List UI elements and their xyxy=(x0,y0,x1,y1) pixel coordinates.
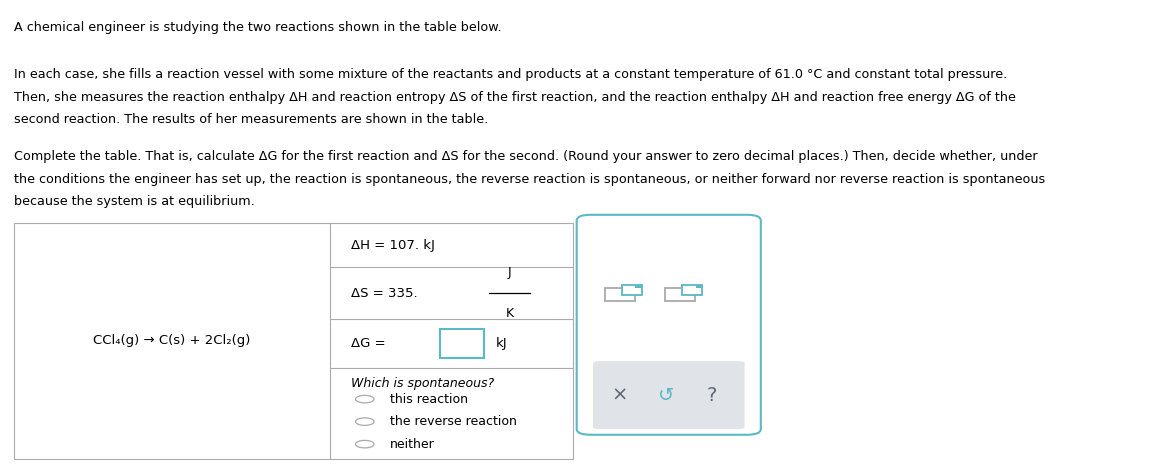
FancyBboxPatch shape xyxy=(577,215,761,435)
Text: Then, she measures the reaction enthalpy ΔH and reaction entropy ΔS of the first: Then, she measures the reaction enthalpy… xyxy=(14,91,1016,104)
FancyBboxPatch shape xyxy=(593,361,745,429)
Text: ↺: ↺ xyxy=(658,386,674,405)
Text: Which is spontaneous?: Which is spontaneous? xyxy=(351,377,494,390)
Text: Complete the table. That is, calculate ΔG for the first reaction and ΔS for the : Complete the table. That is, calculate Δ… xyxy=(14,150,1038,163)
Bar xyxy=(604,288,635,301)
Bar xyxy=(665,288,695,301)
Text: ΔH = 107. kJ: ΔH = 107. kJ xyxy=(351,239,434,251)
Text: neither: neither xyxy=(390,438,435,451)
Text: second reaction. The results of her measurements are shown in the table.: second reaction. The results of her meas… xyxy=(14,113,489,126)
Text: A chemical engineer is studying the two reactions shown in the table below.: A chemical engineer is studying the two … xyxy=(14,21,501,34)
Text: ?: ? xyxy=(708,386,717,405)
Bar xyxy=(696,285,702,287)
Text: In each case, she fills a reaction vessel with some mixture of the reactants and: In each case, she fills a reaction vesse… xyxy=(14,68,1007,81)
Text: this reaction: this reaction xyxy=(390,393,468,406)
Bar xyxy=(622,285,642,295)
Text: because the system is at equilibrium.: because the system is at equilibrium. xyxy=(14,195,255,208)
Bar xyxy=(14,223,573,459)
Text: the conditions the engineer has set up, the reaction is spontaneous, the reverse: the conditions the engineer has set up, … xyxy=(14,173,1046,186)
Text: K: K xyxy=(505,307,514,320)
Text: the reverse reaction: the reverse reaction xyxy=(390,415,518,428)
Bar xyxy=(682,285,702,295)
Text: ×: × xyxy=(611,386,628,405)
Text: kJ: kJ xyxy=(496,337,507,350)
Text: J: J xyxy=(507,266,512,279)
Text: ΔG =: ΔG = xyxy=(351,337,386,350)
FancyBboxPatch shape xyxy=(440,330,484,357)
Bar xyxy=(636,285,642,287)
Text: CCl₄(g) → C(s) + 2Cl₂(g): CCl₄(g) → C(s) + 2Cl₂(g) xyxy=(94,334,250,347)
Text: ΔS = 335.: ΔS = 335. xyxy=(351,287,418,300)
